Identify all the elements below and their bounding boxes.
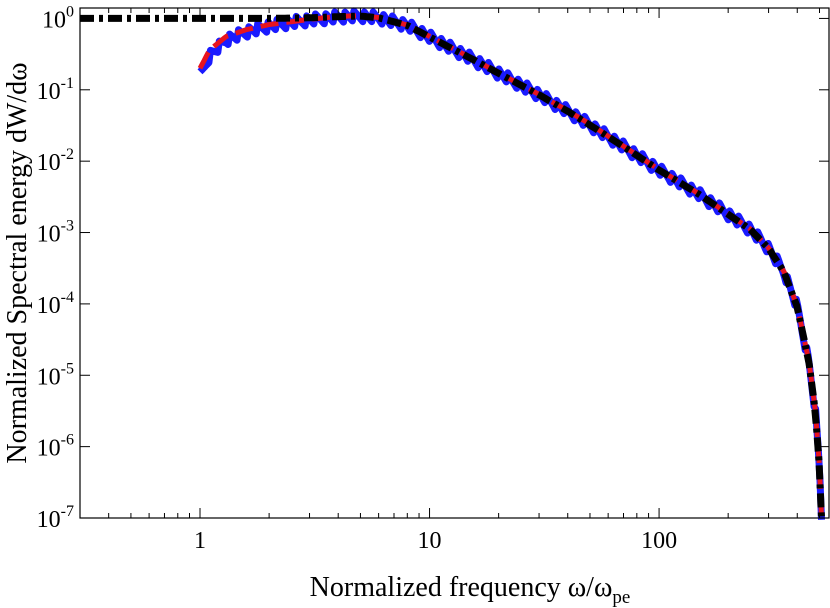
y-tick-label: 10-4 (37, 289, 74, 319)
y-tick-exponent: -6 (61, 432, 74, 449)
x-tick-label: 10 (418, 528, 442, 554)
series-line-blue (197, 7, 825, 520)
y-tick-base: 10 (37, 364, 61, 390)
y-tick-exponent: -1 (61, 75, 74, 92)
y-tick-label: 10-7 (37, 503, 74, 533)
x-tick-label: 1 (194, 528, 206, 554)
y-tick-exponent: -5 (61, 360, 74, 377)
y-tick-base: 10 (37, 507, 61, 533)
y-tick-label: 10-2 (37, 146, 74, 176)
y-tick-base: 10 (37, 79, 61, 105)
series-line-red (197, 13, 824, 519)
y-tick-exponent: -3 (61, 218, 74, 235)
x-tick-label: 100 (641, 528, 677, 554)
y-tick-label: 10-5 (37, 360, 74, 390)
y-tick-exponent: 0 (66, 3, 74, 20)
y-tick-exponent: -2 (61, 146, 74, 163)
y-tick-exponent: -4 (61, 289, 74, 306)
plot-frame (79, 7, 830, 519)
y-tick-base: 10 (37, 293, 61, 319)
y-tick-base: 10 (37, 150, 61, 176)
y-tick-label: 10-1 (37, 75, 74, 105)
y-tick-label: 10-3 (37, 218, 74, 248)
y-axis-title: Normalized Spectral energy dW/dω (2, 62, 33, 463)
series-layer (79, 7, 825, 520)
y-tick-label: 10-6 (37, 432, 74, 462)
y-tick-exponent: -7 (61, 503, 74, 520)
y-tick-label: 100 (42, 3, 74, 33)
x-axis-title: Normalized frequency ω/ωpe (310, 572, 631, 608)
x-axis-title-subscript: pe (612, 587, 630, 608)
tick-layer (79, 8, 829, 519)
series-line-black (79, 12, 825, 519)
y-tick-base: 10 (42, 7, 66, 33)
y-tick-base: 10 (37, 222, 61, 248)
y-tick-base: 10 (37, 436, 61, 462)
